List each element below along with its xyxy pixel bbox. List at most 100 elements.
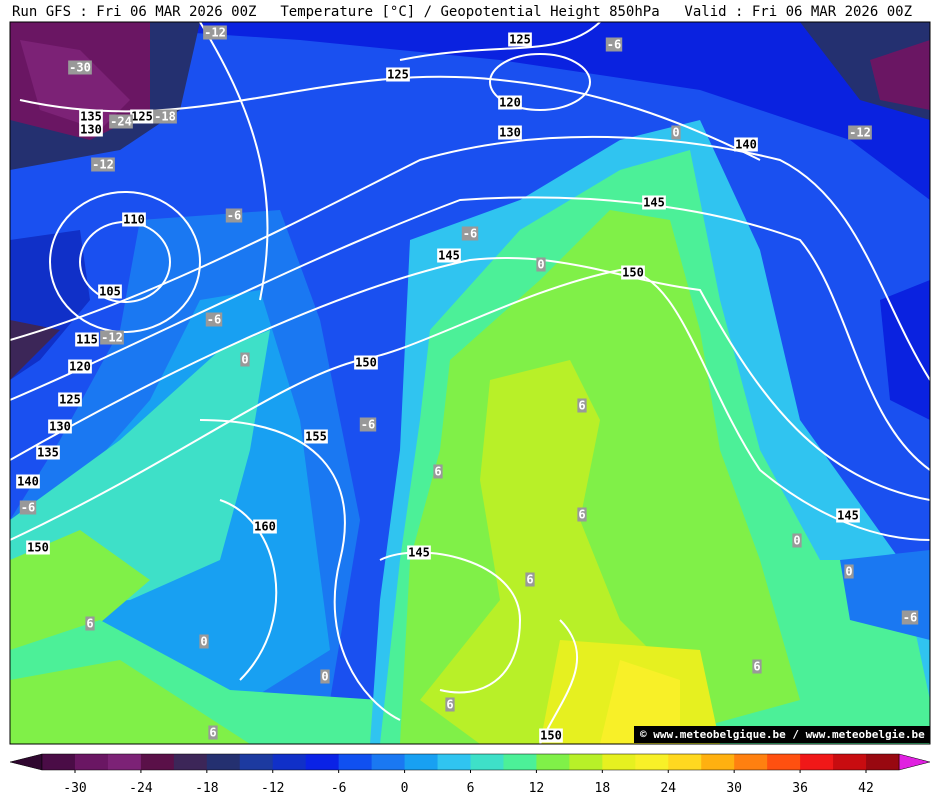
label-box [19, 500, 37, 515]
height-label: 155 [305, 430, 327, 444]
temperature-label: -30 [69, 61, 91, 75]
colorbar-bin [536, 754, 570, 770]
label-box [75, 332, 99, 347]
colorbar-bin [74, 754, 109, 770]
colorbar-tick-label: -18 [195, 781, 218, 796]
label-box [752, 659, 762, 674]
colorbar-tick-label: 18 [595, 781, 611, 796]
colorbar-bin [734, 754, 768, 770]
temperature-label: 0 [241, 353, 248, 367]
label-box [605, 37, 623, 52]
temperature-label: 6 [753, 660, 760, 674]
label-box [848, 125, 872, 140]
label-box [498, 95, 522, 110]
height-label: 130 [499, 126, 521, 140]
height-label: 130 [49, 420, 71, 434]
height-label: 105 [99, 285, 121, 299]
colorbar-bin [272, 754, 307, 770]
height-labels: 125 125 120 130 140 145 110 145 150 105 … [16, 32, 860, 743]
label-box [461, 226, 479, 241]
height-label: 150 [355, 356, 377, 370]
temperature-label: -6 [21, 501, 35, 515]
credit: © www.meteobelgique.be / www.meteobelgie… [640, 728, 925, 741]
temperature-label: -6 [607, 38, 621, 52]
height-label: 120 [69, 360, 91, 374]
colorbar-tick-label: 42 [858, 781, 874, 796]
temperature-label: -12 [92, 158, 114, 172]
credit-box [634, 726, 930, 743]
colorbar: -30 -24 -18 -12 -6 0 6 12 18 24 30 36 42 [9, 753, 931, 796]
height-label: 135 [37, 446, 59, 460]
colorbar-bin [239, 754, 274, 770]
colorbar-bin [437, 754, 471, 770]
colorbar-bin [602, 754, 636, 770]
label-box [304, 429, 328, 444]
valid-label: Valid : Fri 06 MAR 2026 00Z [684, 4, 912, 20]
colorbar-tick-label: 36 [792, 781, 808, 796]
temperature-label: 0 [845, 565, 852, 579]
temperature-label: -6 [903, 611, 917, 625]
label-box [79, 109, 103, 124]
run-label: Run GFS : Fri 06 MAR 2026 00Z [12, 4, 256, 20]
label-box [208, 725, 218, 740]
colorbar-bin [866, 754, 900, 770]
temperature-label: -12 [204, 26, 226, 40]
height-label: 145 [438, 249, 460, 263]
height-label: 130 [80, 123, 102, 137]
label-box [642, 195, 666, 210]
height-label: 125 [509, 33, 531, 47]
temperature-label: 0 [537, 258, 544, 272]
temperature-label: 0 [321, 670, 328, 684]
temperature-label: 0 [793, 534, 800, 548]
label-box [539, 728, 563, 743]
label-box [508, 32, 532, 47]
colorbar-tick-label: -6 [331, 781, 347, 796]
height-label: 160 [254, 520, 276, 534]
label-box [844, 564, 854, 579]
colorbar-tick-label: -24 [129, 781, 153, 796]
colorbar-bin [173, 754, 208, 770]
label-box [359, 417, 377, 432]
label-box [225, 208, 243, 223]
label-box [433, 464, 443, 479]
colorbar-bin [140, 754, 175, 770]
height-label: 140 [17, 475, 39, 489]
map [9, 21, 931, 745]
temperature-label: 6 [578, 399, 585, 413]
height-label: 150 [622, 266, 644, 280]
colorbar-end [9, 753, 43, 771]
height-label: 145 [837, 509, 859, 523]
label-box [320, 669, 330, 684]
temperature-label: -6 [463, 227, 477, 241]
label-box [577, 398, 587, 413]
temperature-label: -12 [849, 126, 871, 140]
colorbar-bin [404, 754, 439, 770]
temperature-label: -24 [110, 115, 132, 129]
height-label: 125 [131, 110, 153, 124]
colorbar-tick-label: 6 [467, 781, 475, 796]
colorbar-tick-label: 12 [529, 781, 545, 796]
label-box [130, 109, 154, 124]
colorbar-bin [371, 754, 406, 770]
temperature-label: 6 [209, 726, 216, 740]
label-box [407, 545, 431, 560]
colorbar-bin [701, 754, 735, 770]
height-label: 145 [643, 196, 665, 210]
label-box [153, 109, 177, 124]
temperature-label: 0 [200, 635, 207, 649]
colorbar-tick-label: -12 [261, 781, 284, 796]
label-box [68, 60, 92, 75]
temperature-labels: -12 -6 -30 -24 -18 0 -12 -12 -6 -6 0 -6 … [19, 25, 919, 740]
colorbar-bin [107, 754, 142, 770]
label-box [91, 157, 115, 172]
colorbar-bin [503, 754, 537, 770]
label-box [98, 284, 122, 299]
label-box [48, 419, 72, 434]
temperature-label: 6 [446, 698, 453, 712]
height-label: 120 [499, 96, 521, 110]
temperature-label: -6 [207, 313, 221, 327]
colorbar-bin [800, 754, 834, 770]
label-box [58, 392, 82, 407]
temperature-label: -12 [101, 331, 123, 345]
height-label: 145 [408, 546, 430, 560]
